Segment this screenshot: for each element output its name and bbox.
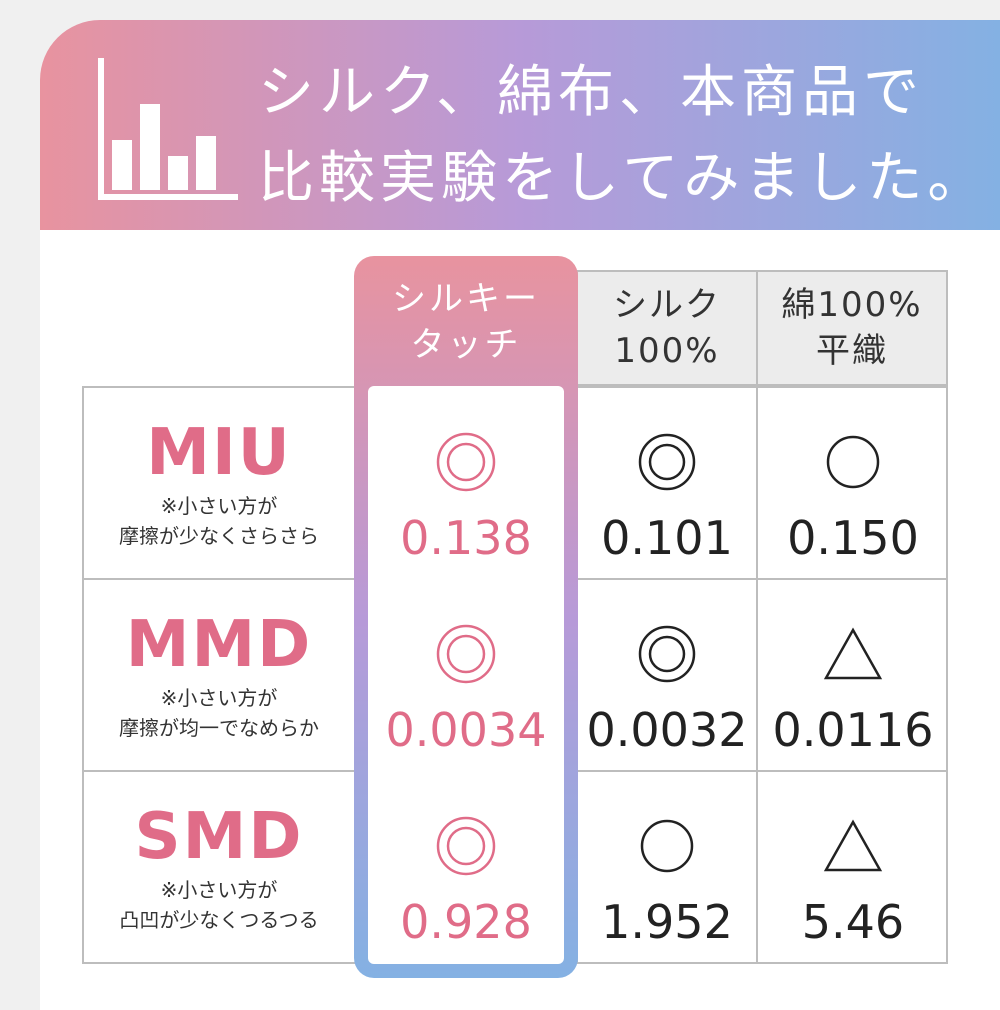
metric-note: ※小さい方が: [160, 686, 278, 710]
metric-name: MMD: [125, 608, 313, 682]
cell-value: 0.138: [400, 511, 532, 565]
double-circle-icon: [637, 420, 697, 504]
table-cell: 0.101: [578, 386, 756, 580]
cell-value: 0.928: [400, 895, 532, 949]
double-circle-icon: [637, 612, 697, 696]
title-line-2: 比較実験をしてみました。: [258, 146, 989, 211]
table-cell: 0.0032: [578, 578, 756, 772]
title-banner: シルク、綿布、本商品で 比較実験をしてみました。: [40, 20, 1000, 230]
circle-icon: [825, 420, 881, 504]
cell-value: 0.150: [787, 511, 919, 565]
column-header-silk: シルク 100%: [576, 270, 758, 386]
page-title: シルク、綿布、本商品で 比較実験をしてみました。: [258, 50, 988, 222]
double-circle-icon: [435, 612, 497, 696]
comparison-card: シルク、綿布、本商品で 比較実験をしてみました。: [40, 20, 1000, 1010]
column-header-cotton: 綿100% 平織: [756, 270, 948, 386]
metric-note: 摩擦が少なくさらさら: [119, 524, 319, 548]
metric-note: ※小さい方が: [160, 878, 278, 902]
column-header-line2: タッチ: [410, 325, 522, 365]
metric-name: SMD: [134, 800, 304, 874]
table-cell: 0.150: [758, 386, 948, 580]
column-header-silky-touch: シルキー タッチ: [354, 276, 578, 368]
table-cell: 0.138: [368, 386, 564, 580]
table-cell: 5.46: [758, 770, 948, 964]
table-cell: 1.952: [578, 770, 756, 964]
cell-value: 0.0034: [385, 703, 547, 757]
title-line-1: シルク、綿布、本商品で: [258, 60, 924, 125]
table-cell: 0.928: [368, 770, 564, 964]
column-header-line1: シルク: [613, 285, 721, 325]
metric-note: 凸凹が少なくつるつる: [119, 908, 319, 932]
metric-note: 摩擦が均一でなめらか: [119, 716, 319, 740]
metric-note: ※小さい方が: [160, 494, 278, 518]
table-cell: 0.0034: [368, 578, 564, 772]
circle-icon: [639, 804, 695, 888]
highlight-inner-panel: [368, 386, 564, 964]
double-circle-icon: [435, 420, 497, 504]
column-divider: [756, 386, 758, 964]
double-circle-icon: [435, 804, 497, 888]
row-label-mmd: MMD ※小さい方が 摩擦が均一でなめらか: [82, 578, 356, 772]
column-header-line2: 100%: [614, 331, 720, 371]
cell-value: 5.46: [801, 895, 905, 949]
column-header-line2: 平織: [816, 331, 888, 371]
triangle-icon: [823, 804, 883, 888]
highlight-column-silky-touch: シルキー タッチ 0.138 0.0034 0.928: [354, 256, 578, 978]
cell-value: 1.952: [601, 895, 733, 949]
column-header-line1: 綿100%: [781, 285, 923, 325]
cell-value: 0.0116: [772, 703, 934, 757]
cell-value: 0.101: [601, 511, 733, 565]
bar-chart-icon: [98, 58, 238, 200]
cell-value: 0.0032: [586, 703, 748, 757]
column-header-line1: シルキー: [392, 279, 540, 319]
row-label-miu: MIU ※小さい方が 摩擦が少なくさらさら: [82, 386, 356, 580]
row-label-smd: SMD ※小さい方が 凸凹が少なくつるつる: [82, 770, 356, 964]
metric-name: MIU: [146, 416, 292, 490]
triangle-icon: [823, 612, 883, 696]
table-cell: 0.0116: [758, 578, 948, 772]
